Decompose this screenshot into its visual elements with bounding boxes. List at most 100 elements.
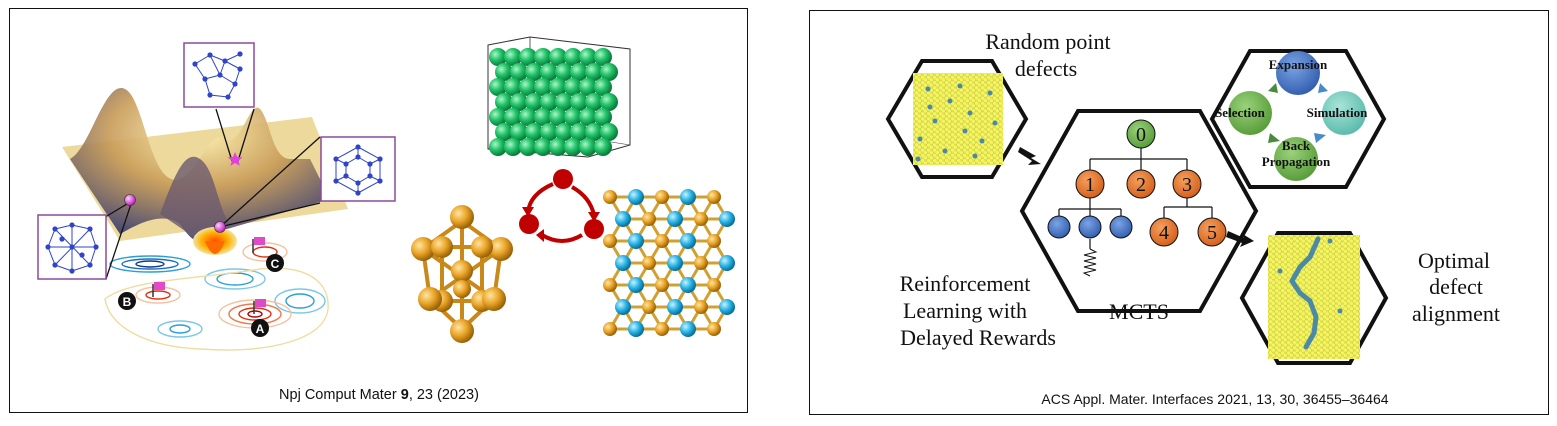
- green-atom: [534, 78, 552, 96]
- hexagon-random-defects: [885, 59, 1029, 179]
- green-atom: [600, 63, 618, 81]
- green-atom: [495, 93, 513, 111]
- green-atom: [489, 138, 507, 156]
- green-atom: [504, 48, 522, 66]
- lattice-atom: [628, 233, 644, 249]
- structure-point-1: [124, 194, 136, 206]
- marker-a: A: [251, 319, 269, 337]
- green-atom: [555, 63, 573, 81]
- flag-icon-b: [152, 282, 165, 297]
- cycle-selection-label: Selection: [1215, 105, 1266, 120]
- lattice-atom: [628, 189, 644, 205]
- contour-map: [104, 242, 329, 351]
- flag-icon-c: [252, 237, 265, 253]
- green-atom: [495, 123, 513, 141]
- green-atom: [504, 138, 522, 156]
- green-atom: [579, 48, 597, 66]
- tree-node-0: 0: [1136, 124, 1146, 146]
- lattice-atom: [707, 322, 721, 336]
- label-alignment: alignment: [1412, 301, 1500, 326]
- green-atom: [525, 123, 543, 141]
- green-atom: [585, 93, 603, 111]
- lattice-atom: [655, 234, 669, 248]
- green-atom: [534, 48, 552, 66]
- green-atom: [579, 138, 597, 156]
- green-atom: [525, 93, 543, 111]
- lattice-atom: [707, 234, 721, 248]
- cycle-diagram: [519, 169, 604, 243]
- green-atom: [504, 108, 522, 126]
- green-atom: [570, 63, 588, 81]
- tree-node-2: 2: [1136, 174, 1146, 196]
- lattice-atom: [694, 256, 708, 270]
- green-atom: [489, 48, 507, 66]
- hexagon-mcts-cycle: Expansion Selection Simulation Back Prop…: [1209, 49, 1387, 189]
- lattice-atom: [603, 278, 617, 292]
- green-atom: [540, 63, 558, 81]
- green-atom: [570, 123, 588, 141]
- label-mcts: MCTS: [1109, 299, 1169, 324]
- green-atom: [540, 123, 558, 141]
- green-atom: [540, 93, 558, 111]
- lattice-atom: [719, 255, 735, 271]
- green-sphere-crystal: [487, 36, 631, 158]
- tree-node-5: 5: [1207, 222, 1217, 244]
- marker-c: C: [266, 254, 284, 272]
- energy-landscape-surface: [62, 88, 348, 255]
- green-atom: [489, 108, 507, 126]
- lattice-atom: [615, 255, 631, 271]
- green-atom: [594, 48, 612, 66]
- lattice-atom: [680, 189, 696, 205]
- green-atom: [555, 93, 573, 111]
- lattice-atom: [615, 211, 631, 227]
- svg-text:C: C: [271, 257, 280, 271]
- green-atom: [579, 108, 597, 126]
- green-atom: [549, 108, 567, 126]
- svg-text:A: A: [256, 322, 265, 336]
- hexagon-mcts-tree: 0 1 2 3 4 5: [1019, 109, 1259, 313]
- right-citation: ACS Appl. Mater. Interfaces 2021, 13, 30…: [1041, 391, 1388, 407]
- label-defects: defects: [1015, 56, 1077, 81]
- green-atom: [510, 93, 528, 111]
- graph-inset-right: [320, 136, 396, 202]
- green-atom: [534, 108, 552, 126]
- lattice-atom: [603, 322, 617, 336]
- green-atom: [549, 78, 567, 96]
- lattice-atom: [628, 277, 644, 293]
- green-atom: [594, 138, 612, 156]
- lattice-atom: [642, 212, 656, 226]
- cycle-expansion-label: Expansion: [1269, 57, 1328, 72]
- cycle-back-label: Back: [1282, 138, 1311, 153]
- green-atom: [585, 63, 603, 81]
- left-citation: Npj Comput Mater 9, 23 (2023): [279, 387, 479, 403]
- right-figure-panel: 0 1 2 3 4 5 Expansion: [809, 10, 1549, 415]
- tree-node-4: 4: [1159, 222, 1169, 244]
- lattice-atom: [719, 211, 735, 227]
- green-atom: [564, 108, 582, 126]
- green-atom: [549, 48, 567, 66]
- tree-node-1: 1: [1085, 174, 1095, 196]
- green-atom: [504, 78, 522, 96]
- lattice-atom: [680, 321, 696, 337]
- flag-icon-a: [253, 299, 266, 314]
- green-atom: [519, 138, 537, 156]
- cycle-simulation-label: Simulation: [1307, 105, 1368, 120]
- green-atom: [600, 123, 618, 141]
- lattice-atom: [680, 277, 696, 293]
- gold-cluster: [411, 205, 513, 343]
- structure-point-2: [214, 221, 226, 233]
- hexagonal-lattice: [603, 189, 735, 337]
- green-atom: [594, 78, 612, 96]
- hexagon-optimal-alignment: [1239, 231, 1389, 365]
- right-figure-graphics: 0 1 2 3 4 5 Expansion: [885, 29, 1500, 407]
- green-atom: [519, 48, 537, 66]
- green-atom: [594, 108, 612, 126]
- label-random-point: Random point: [985, 29, 1110, 54]
- marker-b: B: [118, 292, 136, 310]
- green-atom: [600, 93, 618, 111]
- lattice-atom: [615, 299, 631, 315]
- green-atom: [570, 93, 588, 111]
- left-figure-graphics: A B C: [37, 36, 735, 403]
- left-figure-panel: A B C: [9, 8, 748, 413]
- arrow-to-optimal: [1226, 231, 1254, 247]
